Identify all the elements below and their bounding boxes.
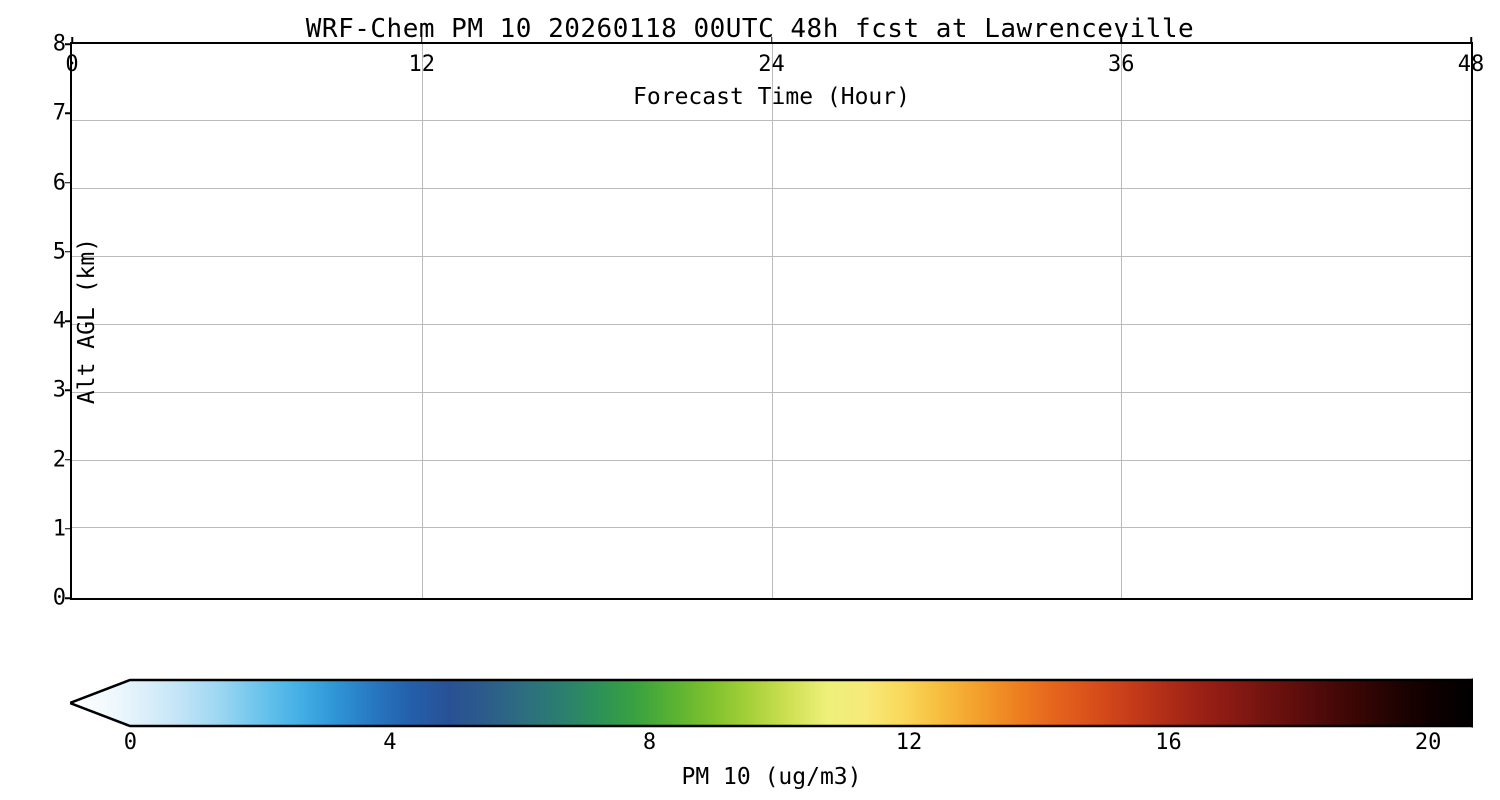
y-tick-8[interactable]: 8: [40, 32, 66, 57]
x-tick-48[interactable]: 48: [1458, 52, 1485, 636]
colorbar-title: PM 10 (ug/m3): [681, 764, 861, 790]
colorbar-tick-0[interactable]: 0: [124, 730, 137, 755]
chart-title: WRF-Chem PM 10 20260118 00UTC 48h fcst a…: [0, 14, 1500, 44]
colorbar-tick-16[interactable]: 16: [1155, 730, 1182, 755]
x-tick-36[interactable]: 36: [1108, 52, 1135, 636]
x-tick-24[interactable]: 24: [758, 52, 785, 636]
y-tick-2[interactable]: 2: [40, 447, 66, 472]
y-tick-0[interactable]: 0: [40, 586, 66, 611]
main-plot-area: 8 7 6 5 4 3 2 1 0 0 12 24 36 48 Alt AGL …: [70, 42, 1473, 600]
y-tick-7[interactable]: 7: [40, 101, 66, 126]
y-tick-5[interactable]: 5: [40, 239, 66, 264]
x-tick-12[interactable]: 12: [409, 52, 436, 636]
colorbar-container[interactable]: 0 4 8 12 16 20 PM 10 (ug/m3): [70, 678, 1473, 728]
x-axis-label: Forecast Time (Hour): [633, 84, 910, 110]
y-axis-label: Alt AGL (km): [74, 238, 100, 404]
y-tick-3[interactable]: 3: [40, 378, 66, 403]
y-tick-1[interactable]: 1: [40, 516, 66, 541]
colorbar-tick-4[interactable]: 4: [383, 730, 396, 755]
colorbar-gradient: [70, 678, 1473, 728]
chart-figure: WRF-Chem PM 10 20260118 00UTC 48h fcst a…: [0, 0, 1500, 800]
colorbar-tick-8[interactable]: 8: [643, 730, 656, 755]
y-tick-6[interactable]: 6: [40, 170, 66, 195]
colorbar-tick-20[interactable]: 20: [1415, 730, 1442, 755]
y-tick-4[interactable]: 4: [40, 309, 66, 334]
colorbar-tick-12[interactable]: 12: [896, 730, 923, 755]
